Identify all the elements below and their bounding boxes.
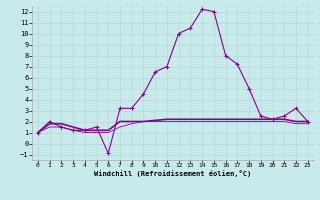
X-axis label: Windchill (Refroidissement éolien,°C): Windchill (Refroidissement éolien,°C) xyxy=(94,170,252,177)
